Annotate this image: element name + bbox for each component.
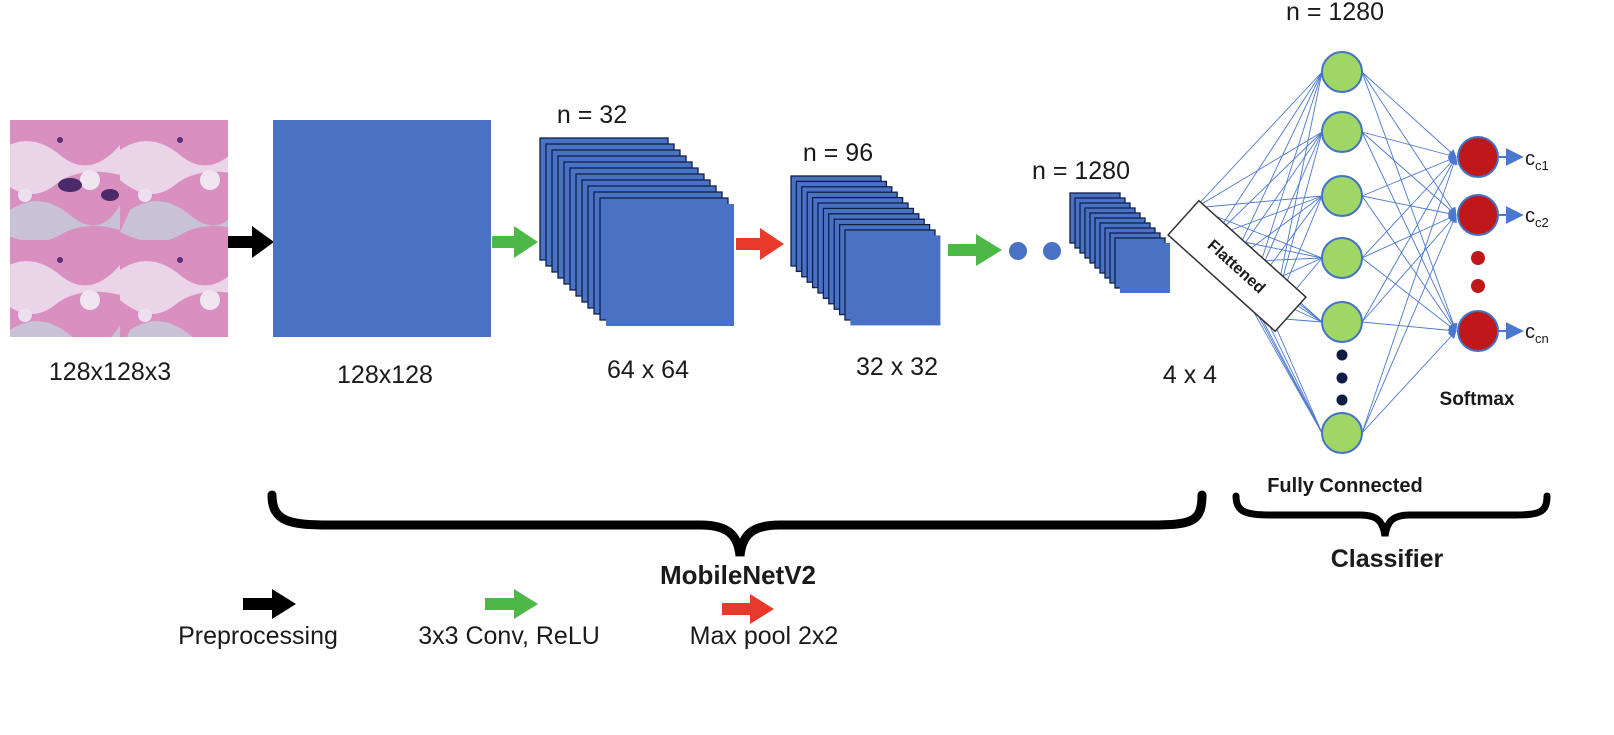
preprocessing-arrow-icon — [228, 226, 274, 258]
output-label-cn: ccn — [1525, 321, 1549, 346]
fc-to-softmax-connection — [1361, 156, 1457, 197]
softmax-label: Softmax — [1440, 389, 1515, 410]
stage-1-size-label: 128x128 — [337, 361, 433, 389]
fc-node — [1321, 51, 1363, 93]
stage-4-size-label: 4 x 4 — [1163, 361, 1217, 389]
output-label-c1: cc1 — [1525, 148, 1549, 173]
feature-map-stack-96 — [790, 175, 941, 326]
flatten-to-fc-connection — [1231, 131, 1323, 263]
fc-to-softmax-connection — [1361, 156, 1458, 434]
feature-map-stack-32 — [539, 137, 734, 326]
fc-to-softmax-connection — [1361, 71, 1457, 216]
flatten-to-fc-connection — [1194, 71, 1323, 209]
fc-to-softmax-connection — [1361, 214, 1457, 323]
flatten-to-fc-connection — [1214, 71, 1323, 237]
feature-map-front — [850, 235, 941, 326]
fc-to-softmax-connection — [1361, 156, 1457, 323]
legend-maxpool-label: Max pool 2x2 — [690, 622, 839, 650]
conv-arrow-icon — [492, 226, 538, 258]
backbone-brace — [267, 490, 1207, 557]
flattened-layer: Flattened — [1167, 199, 1307, 333]
feature-map-front — [1120, 243, 1170, 293]
maxpool-arrow-icon — [736, 228, 784, 260]
legend-preprocessing-arrow-icon — [243, 589, 296, 619]
feature-map-front — [606, 204, 734, 326]
softmax-ellipsis-dot — [1471, 279, 1485, 293]
softmax-output-arrows — [1499, 148, 1524, 340]
fc-node — [1321, 301, 1363, 343]
fc-count-label: n = 1280 — [1286, 0, 1384, 26]
fc-to-softmax-connection — [1361, 321, 1457, 335]
fc-to-softmax-connection — [1361, 214, 1457, 259]
fc-to-softmax-connection — [1361, 71, 1458, 332]
fc-to-softmax-connection — [1361, 330, 1457, 434]
fc-layer-nodes — [1321, 51, 1363, 454]
softmax-node — [1457, 310, 1499, 352]
flatten-to-fc-connection — [1231, 71, 1323, 263]
conv-arrow-icon — [948, 234, 1002, 266]
stage-2-count-label: n = 32 — [557, 101, 627, 129]
fc-to-softmax-connection — [1361, 131, 1457, 332]
fc-title: Fully Connected — [1267, 475, 1423, 497]
legend: Preprocessing 3x3 Conv, ReLU Max pool 2x… — [178, 589, 838, 650]
legend-conv-label: 3x3 Conv, ReLU — [418, 622, 600, 650]
fc-to-softmax-connection — [1361, 71, 1457, 158]
classifier-brace — [1232, 492, 1551, 537]
backbone-label: MobileNetV2 — [660, 560, 816, 590]
output-label-c2: cc2 — [1525, 205, 1549, 230]
stage-3-size-label: 32 x 32 — [856, 353, 938, 381]
fc-ellipsis-dot — [1336, 349, 1348, 361]
continuation-dot — [1043, 242, 1061, 260]
fc-node — [1321, 175, 1363, 217]
softmax-node — [1457, 136, 1499, 178]
flatten-to-fc-connection — [1214, 195, 1323, 237]
stage-4-count-label: n = 1280 — [1032, 157, 1130, 185]
input-size-label: 128x128x3 — [49, 358, 171, 386]
fc-node — [1321, 412, 1363, 454]
input-image — [10, 120, 228, 337]
fc-to-softmax-connection — [1361, 156, 1457, 259]
legend-maxpool-arrow-icon — [722, 594, 774, 624]
fc-to-softmax-connection — [1361, 131, 1457, 216]
softmax-node — [1457, 194, 1499, 236]
softmax-ellipsis-dot — [1471, 251, 1485, 265]
fc-node — [1321, 111, 1363, 153]
fc-node — [1321, 237, 1363, 279]
classifier-label: Classifier — [1331, 545, 1444, 573]
flatten-to-fc-connection — [1271, 317, 1323, 434]
continuation-dot — [1009, 242, 1027, 260]
flatten-to-fc-connection — [1251, 71, 1323, 291]
fc-ellipsis-dot — [1336, 394, 1348, 406]
fc-to-softmax-connection — [1361, 195, 1457, 332]
fc-ellipsis-dot — [1336, 372, 1348, 384]
feature-map-128 — [273, 120, 491, 337]
legend-preprocessing-label: Preprocessing — [178, 622, 338, 650]
legend-conv-arrow-icon — [485, 589, 538, 619]
flatten-to-fc-connection — [1194, 195, 1323, 209]
fc-to-softmax-connection — [1361, 195, 1457, 218]
fc-to-softmax-connection — [1361, 214, 1457, 434]
stage-3-count-label: n = 96 — [803, 139, 873, 167]
softmax-nodes — [1457, 136, 1499, 352]
stage-2-size-label: 64 x 64 — [607, 356, 689, 384]
feature-map-stack-1280 — [1069, 192, 1170, 293]
fc-to-softmax-connection — [1361, 131, 1457, 160]
